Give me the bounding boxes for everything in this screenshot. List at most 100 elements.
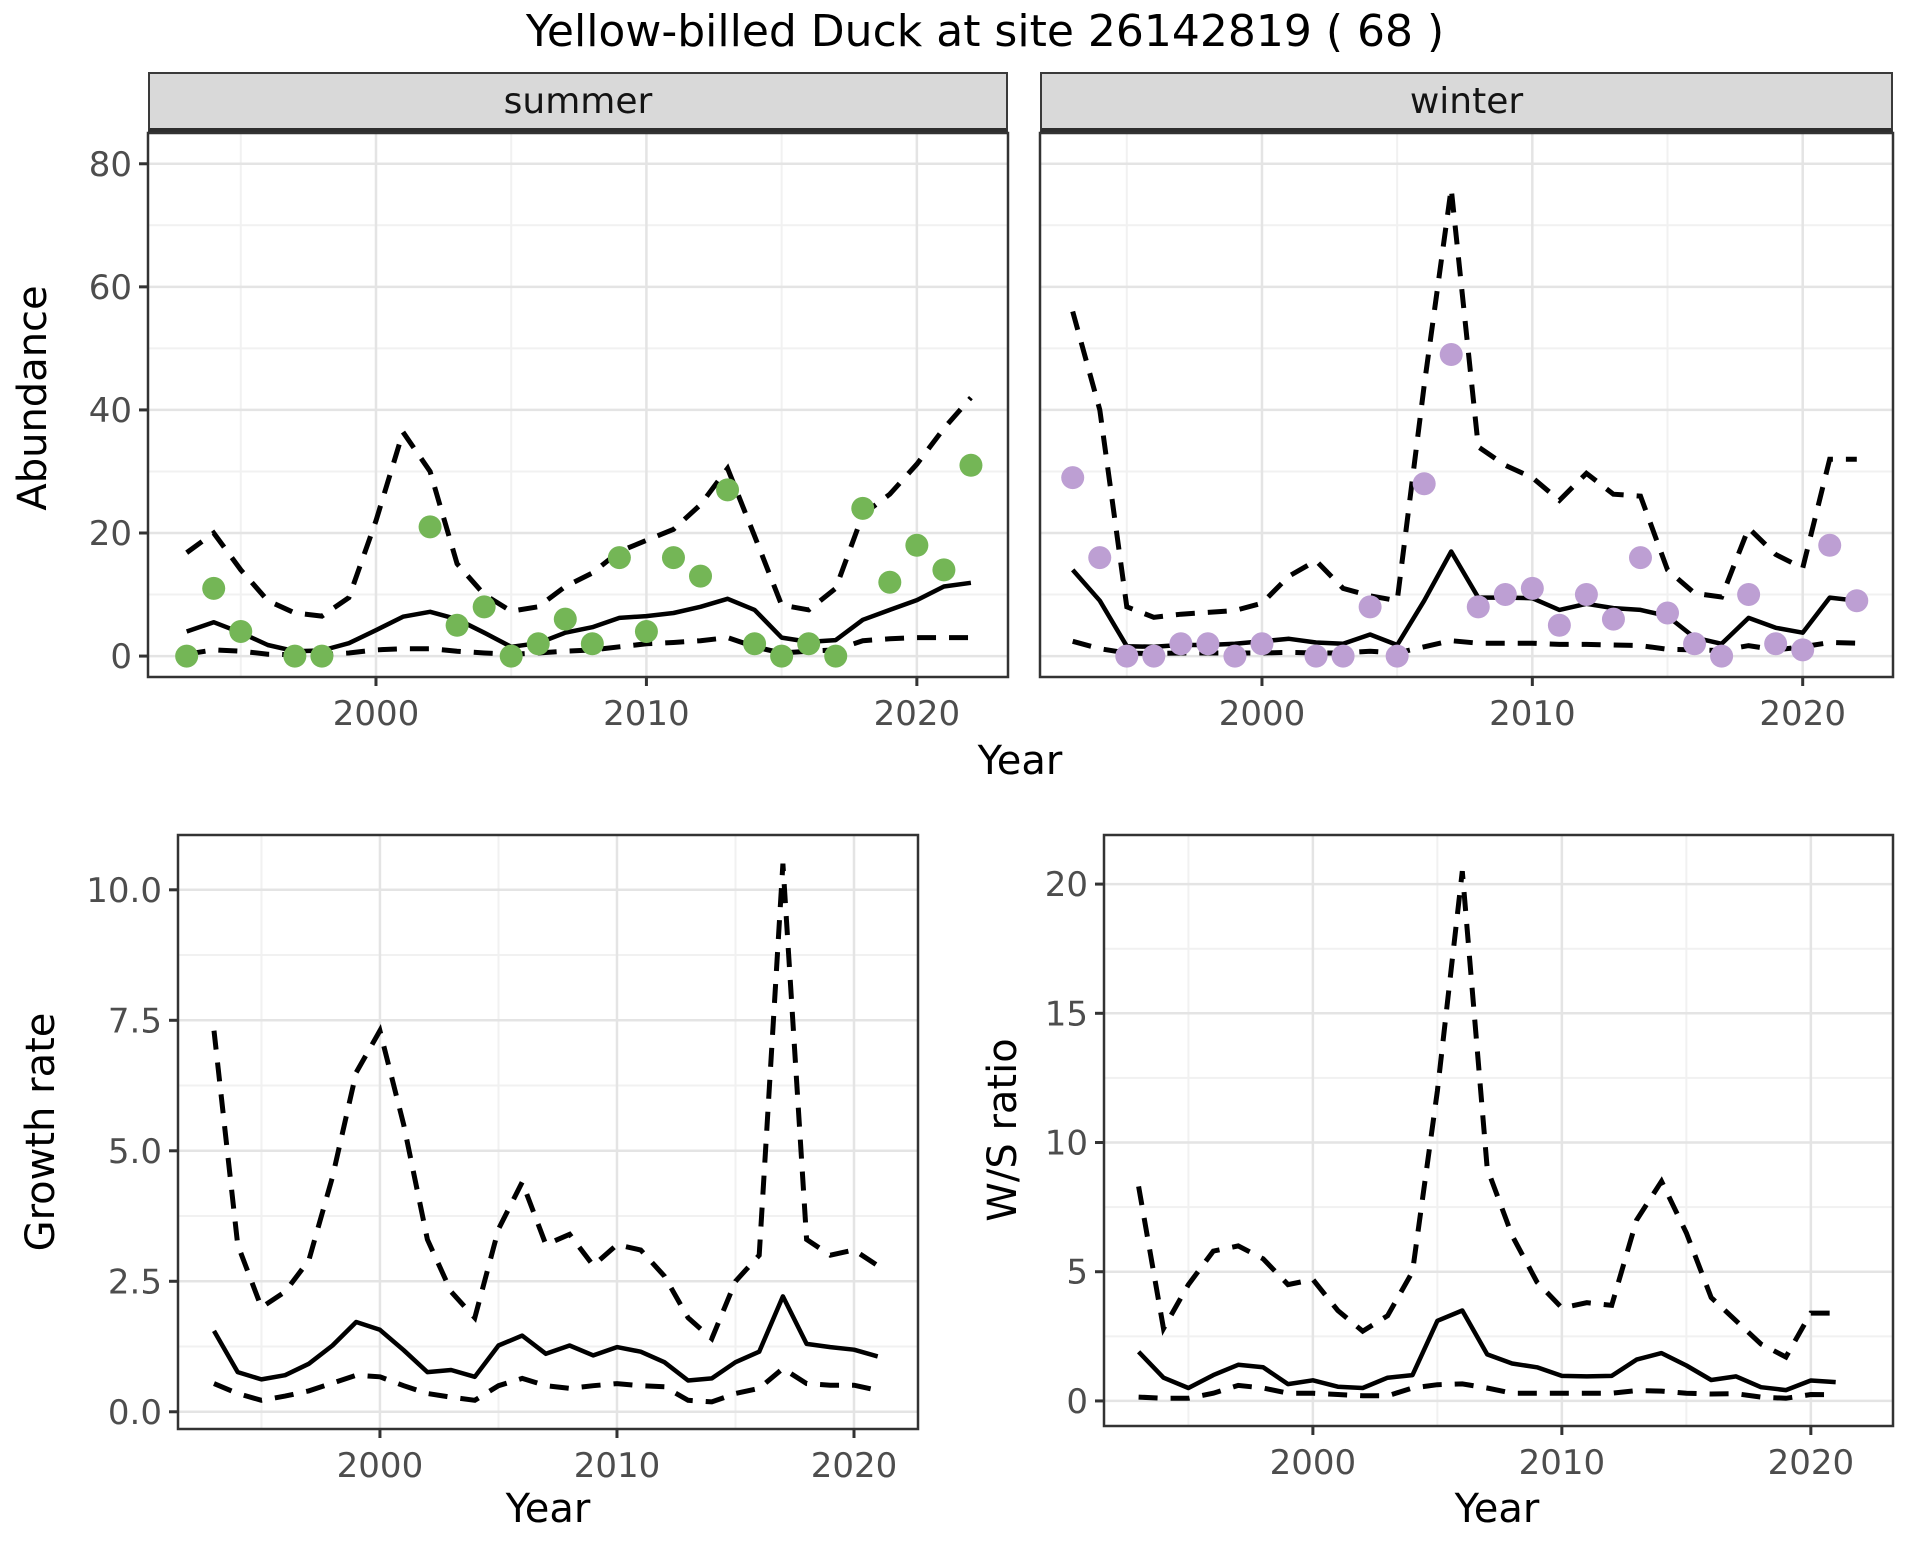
data-point: [824, 644, 848, 668]
data-point: [1656, 601, 1680, 625]
data-point: [1250, 632, 1274, 656]
data-point: [1601, 607, 1625, 631]
y-tick-label: 5.0: [108, 1132, 162, 1172]
data-point: [1628, 546, 1652, 570]
data-point: [580, 632, 604, 656]
data-point: [1683, 632, 1707, 656]
data-point: [1764, 632, 1788, 656]
panel-border: [176, 833, 920, 1431]
x-tick-label: 2010: [574, 1446, 661, 1486]
data-point: [1142, 644, 1166, 668]
y-tick-label: 80: [89, 145, 132, 185]
x-tick-label: 2000: [1219, 694, 1306, 734]
y-tick-label: 60: [89, 268, 132, 308]
x-tick-label: 2020: [1768, 1443, 1855, 1483]
y-tick-label: 40: [89, 391, 132, 431]
data-point: [1547, 613, 1571, 637]
data-point: [1169, 632, 1193, 656]
data-point: [1439, 343, 1463, 367]
data-point: [661, 546, 685, 570]
panel-ws_ratio: 2000 2010 2020 0 5 10 15 20: [1045, 833, 1895, 1483]
data-point: [1520, 576, 1544, 600]
data-point: [418, 515, 442, 539]
data-point: [634, 619, 658, 643]
data-point: [229, 619, 253, 643]
data-point: [1358, 595, 1382, 619]
data-point: [1791, 638, 1815, 662]
x-tick-label: 2020: [874, 694, 961, 734]
data-point: [878, 570, 902, 594]
ci-upper-line: [1136, 870, 1836, 1361]
data-point: [526, 632, 550, 656]
x-axis-title-year-growth: Year: [505, 1486, 591, 1532]
fit-line: [1136, 1308, 1836, 1393]
panel-border: [1102, 833, 1895, 1428]
y-tick-label: 20: [1045, 865, 1088, 905]
facet-strip-summer: summer: [148, 72, 1008, 133]
x-tick-label: 2010: [1489, 694, 1576, 734]
x-axis-title-year-ws: Year: [1454, 1486, 1540, 1532]
data-point: [1196, 632, 1220, 656]
y-tick-label: 10: [1045, 1124, 1088, 1164]
data-point: [1737, 583, 1761, 607]
x-axis-title-year-top: Year: [977, 738, 1063, 784]
data-point: [1412, 472, 1436, 496]
data-point: [959, 453, 983, 477]
data-point: [499, 644, 523, 668]
x-tick-label: 2020: [811, 1446, 898, 1486]
panel-abundance_winter: 2000 2010 2020: [1038, 131, 1895, 734]
data-point: [1493, 583, 1517, 607]
y-tick-label: 10.0: [86, 871, 162, 911]
panel-border: [146, 131, 1010, 679]
panel-growth_rate: 2000 2010 2020 0.0 2.5 5.0 7.5 10.0: [86, 833, 920, 1486]
fit-line: [212, 1294, 879, 1383]
ci-upper-line: [1070, 188, 1857, 620]
data-point: [445, 613, 469, 637]
data-point: [1818, 533, 1842, 557]
y-tick-label: 0: [110, 637, 132, 677]
panel-abundance_summer: 2000 2010 2020 0 20 40 60 80: [89, 131, 1010, 734]
ci-upper-line: [185, 395, 973, 619]
fit-line: [185, 580, 972, 654]
data-point: [932, 558, 956, 582]
data-point: [1115, 644, 1139, 668]
data-point: [1574, 583, 1598, 607]
y-tick-label: 7.5: [108, 1001, 162, 1041]
facet-strip-winter-label: winter: [1409, 80, 1524, 122]
data-point: [553, 607, 577, 631]
data-point: [472, 595, 496, 619]
data-point: [310, 644, 334, 668]
y-tick-label: 15: [1045, 994, 1088, 1034]
y-tick-label: 2.5: [108, 1262, 162, 1302]
x-tick-label: 2020: [1759, 694, 1846, 734]
data-point: [1710, 644, 1734, 668]
data-point: [1088, 546, 1112, 570]
x-tick-label: 2010: [603, 694, 690, 734]
chart-title: Yellow-billed Duck at site 26142819 ( 68…: [525, 6, 1445, 57]
ci-upper-line: [211, 863, 880, 1343]
data-point: [1385, 644, 1409, 668]
ci-lower-line: [1138, 1381, 1836, 1401]
y-axis-title-ws-ratio: W/S ratio: [980, 1038, 1026, 1222]
y-tick-label: 0: [1066, 1382, 1088, 1422]
data-point: [851, 496, 875, 520]
y-tick-label: 0.0: [108, 1393, 162, 1433]
data-point: [1466, 595, 1490, 619]
data-point: [1304, 644, 1328, 668]
y-tick-label: 20: [89, 514, 132, 554]
ci-lower-line: [213, 1365, 879, 1405]
x-tick-label: 2010: [1519, 1443, 1606, 1483]
y-tick-label: 5: [1066, 1253, 1088, 1293]
x-tick-label: 2000: [333, 694, 420, 734]
facet-strip-summer-label: summer: [503, 80, 653, 122]
data-point: [1331, 644, 1355, 668]
x-tick-label: 2000: [1270, 1443, 1357, 1483]
data-point: [905, 533, 929, 557]
data-point: [175, 644, 199, 668]
data-point: [607, 546, 631, 570]
data-point: [1845, 589, 1869, 613]
data-point: [1061, 466, 1085, 490]
data-point: [283, 644, 307, 668]
